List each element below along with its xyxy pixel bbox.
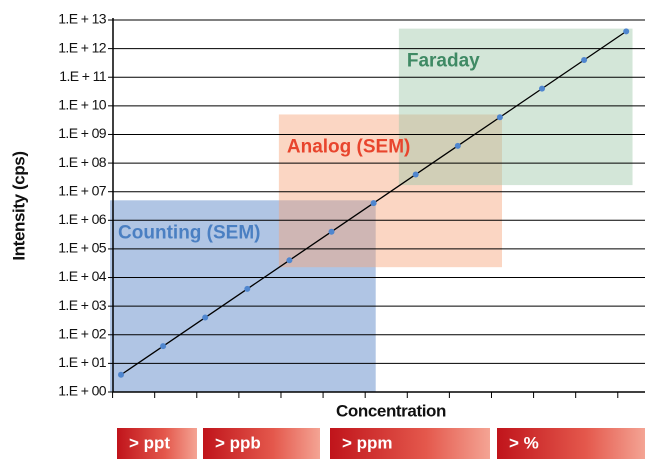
data-point	[539, 86, 545, 92]
x-axis-title: Concentration	[336, 401, 446, 420]
y-tick-label: 1.E + 11	[59, 68, 107, 84]
y-tick-label: 1.E + 03	[58, 297, 107, 313]
data-point	[244, 286, 250, 292]
chart: Intensity (cps) Concentration Counting (…	[0, 0, 659, 460]
region-label: Faraday	[407, 51, 480, 72]
data-point	[329, 229, 335, 235]
y-tick-label: 1.E + 07	[58, 182, 107, 198]
data-point	[286, 257, 292, 263]
data-point	[497, 114, 503, 120]
data-point	[371, 200, 377, 206]
y-tick-label: 1.E + 04	[58, 268, 107, 284]
y-tick-label: 1.E + 09	[58, 125, 107, 141]
y-tick-label: 1.E + 05	[58, 240, 107, 256]
y-tick-label: 1.E + 01	[58, 354, 107, 370]
y-tick-label: 1.E + 00	[58, 383, 107, 399]
region-label: Analog (SEM)	[287, 136, 411, 157]
concentration-label: > ppm	[342, 433, 393, 452]
concentration-label: > ppt	[129, 433, 170, 452]
data-point	[581, 57, 587, 63]
data-point	[160, 343, 166, 349]
y-tick-label: 1.E + 08	[58, 154, 107, 170]
data-point	[623, 28, 629, 34]
region-label: Counting (SEM)	[118, 222, 260, 243]
data-point	[413, 171, 419, 177]
y-tick-label: 1.E + 02	[58, 325, 107, 341]
y-tick-label: 1.E + 13	[58, 11, 107, 27]
y-tick-label: 1.E + 10	[58, 97, 107, 113]
data-point	[202, 315, 208, 321]
y-tick-label: 1.E + 12	[58, 39, 107, 55]
concentration-label: > %	[509, 433, 539, 452]
y-tick-label: 1.E + 06	[58, 211, 107, 227]
y-axis-title: Intensity (cps)	[9, 151, 28, 260]
data-point	[118, 372, 124, 378]
concentration-label: > ppb	[215, 433, 261, 452]
data-point	[455, 143, 461, 149]
